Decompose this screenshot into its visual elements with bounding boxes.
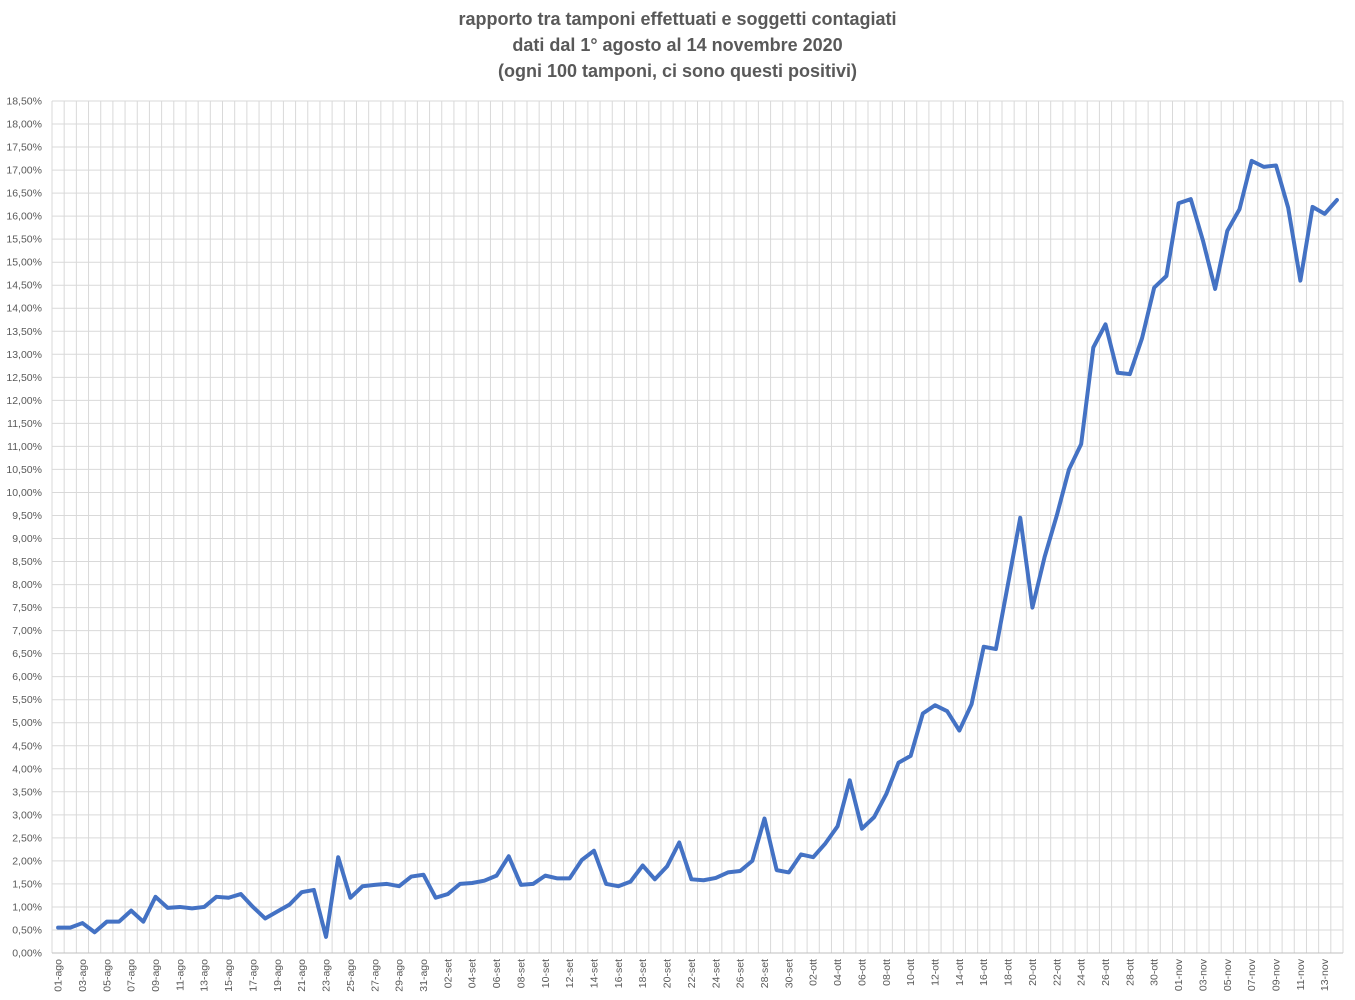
y-tick-label: 15,50% <box>6 234 42 246</box>
x-tick-label: 24-set <box>710 959 722 988</box>
x-tick-label: 19-ago <box>272 959 284 992</box>
y-tick-label: 3,50% <box>12 786 42 798</box>
y-tick-label: 11,00% <box>7 441 42 453</box>
y-tick-label: 13,50% <box>6 326 42 338</box>
x-tick-label: 25-ago <box>345 959 357 992</box>
x-tick-label: 08-set <box>515 959 527 988</box>
x-tick-label: 18-ott <box>1003 959 1015 986</box>
x-tick-label: 30-set <box>783 959 795 988</box>
x-tick-label: 21-ago <box>296 959 308 992</box>
y-tick-label: 10,50% <box>6 464 42 476</box>
y-tick-label: 18,50% <box>6 96 42 108</box>
y-tick-label: 6,50% <box>12 648 42 660</box>
x-tick-label: 30-ott <box>1149 959 1161 986</box>
x-tick-label: 11-ago <box>174 959 186 991</box>
y-tick-label: 14,50% <box>6 280 42 292</box>
y-tick-label: 0,00% <box>12 948 42 960</box>
x-tick-label: 06-set <box>491 959 503 988</box>
x-tick-label: 02-set <box>442 959 454 988</box>
x-tick-label: 14-ott <box>954 959 966 986</box>
y-tick-label: 5,00% <box>12 717 42 729</box>
x-tick-label: 16-set <box>613 959 625 988</box>
x-tick-label: 02-ott <box>808 959 820 986</box>
y-tick-label: 2,50% <box>12 832 42 844</box>
y-tick-label: 4,00% <box>12 763 42 775</box>
x-tick-label: 07-nov <box>1246 958 1258 991</box>
y-tick-label: 8,00% <box>12 579 42 591</box>
y-tick-label: 9,50% <box>12 510 42 522</box>
x-tick-label: 22-set <box>686 959 698 988</box>
x-tick-label: 22-ott <box>1051 959 1063 986</box>
series-line <box>56 158 1339 939</box>
y-tick-label: 13,00% <box>6 349 42 361</box>
y-tick-label: 1,50% <box>12 878 42 890</box>
x-tick-label: 13-ago <box>199 959 211 992</box>
grid <box>51 100 1344 954</box>
y-tick-label: 18,00% <box>6 119 42 131</box>
x-tick-label: 09-ago <box>150 959 162 992</box>
x-tick-label: 11-nov <box>1295 958 1307 990</box>
x-tick-label: 28-set <box>759 959 771 988</box>
x-tick-label: 26-set <box>735 959 747 988</box>
x-tick-label: 01-nov <box>1173 958 1185 991</box>
y-tick-label: 15,00% <box>6 257 42 269</box>
y-tick-label: 7,50% <box>12 602 42 614</box>
x-tick-label: 20-set <box>662 959 674 988</box>
x-tick-label: 24-ott <box>1076 959 1088 986</box>
y-tick-label: 8,50% <box>12 556 42 568</box>
chart-subtitle: dati dal 1° agosto al 14 novembre 2020 <box>512 35 843 55</box>
x-tick-label: 04-set <box>467 959 479 988</box>
x-tick-label: 05-nov <box>1222 958 1234 991</box>
y-tick-label: 5,50% <box>12 694 42 706</box>
y-tick-label: 17,50% <box>6 142 42 154</box>
x-tick-label: 03-ago <box>77 959 89 992</box>
x-tick-label: 09-nov <box>1271 958 1283 991</box>
y-tick-label: 9,00% <box>12 533 42 545</box>
x-tick-label: 04-ott <box>832 959 844 986</box>
x-tick-label: 12-ott <box>929 959 941 986</box>
x-tick-label: 06-ott <box>856 959 868 986</box>
y-tick-label: 11,50% <box>7 418 42 430</box>
x-tick-label: 13-nov <box>1319 958 1331 991</box>
x-tick-label: 23-ago <box>321 959 333 992</box>
chart-title: rapporto tra tamponi effettuati e sogget… <box>458 9 897 29</box>
y-tick-label: 12,50% <box>6 372 42 384</box>
x-tick-label: 16-ott <box>978 959 990 986</box>
x-tick-label: 17-ago <box>247 959 259 992</box>
y-tick-label: 12,00% <box>6 395 42 407</box>
x-tick-label: 07-ago <box>126 959 138 992</box>
x-tick-label: 18-set <box>637 959 649 988</box>
y-tick-label: 16,00% <box>6 211 42 223</box>
x-tick-label: 01-ago <box>53 959 65 992</box>
chart-subtitle-note: (ogni 100 tamponi, ci sono questi positi… <box>497 61 858 81</box>
x-tick-label: 26-ott <box>1100 959 1112 986</box>
y-tick-label: 4,50% <box>12 740 42 752</box>
y-tick-label: 0,50% <box>12 924 42 936</box>
x-tick-label: 15-ago <box>223 959 235 992</box>
x-tick-label: 08-ott <box>881 959 893 986</box>
x-tick-label: 27-ago <box>369 959 381 992</box>
y-tick-label: 2,00% <box>12 855 42 867</box>
y-tick-label: 1,00% <box>12 901 42 913</box>
y-tick-label: 10,00% <box>6 487 42 499</box>
x-tick-label: 14-set <box>588 959 600 988</box>
y-tick-label: 7,00% <box>12 625 42 637</box>
x-tick-label: 10-set <box>540 959 552 988</box>
chart-title-block: rapporto tra tamponi effettuati e sogget… <box>0 6 1355 84</box>
x-tick-label: 12-set <box>564 959 576 988</box>
y-tick-label: 16,50% <box>6 188 42 200</box>
y-tick-label: 17,00% <box>6 165 42 177</box>
x-tick-label: 03-nov <box>1197 958 1209 991</box>
x-tick-label: 10-ott <box>905 959 917 986</box>
y-tick-label: 14,00% <box>6 303 42 315</box>
y-tick-label: 3,00% <box>12 809 42 821</box>
x-tick-label: 20-ott <box>1027 959 1039 986</box>
x-tick-label: 29-ago <box>394 959 406 992</box>
x-tick-label: 31-ago <box>418 959 430 992</box>
x-tick-label: 05-ago <box>101 959 113 992</box>
x-tick-label: 28-ott <box>1124 959 1136 986</box>
y-tick-label: 6,00% <box>12 671 42 683</box>
